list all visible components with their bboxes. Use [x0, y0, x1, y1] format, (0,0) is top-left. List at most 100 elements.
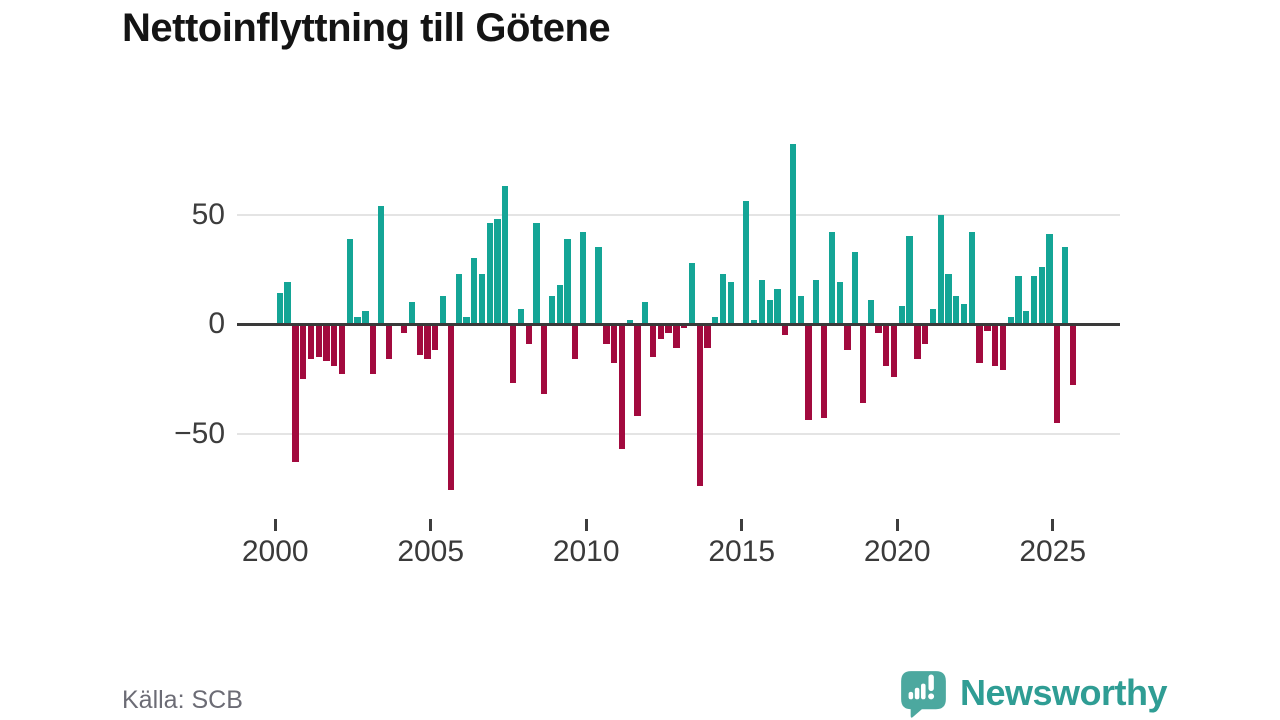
bar-negative: [424, 324, 431, 360]
x-axis-tick-2020: [895, 519, 899, 531]
bar-positive: [789, 144, 797, 324]
bar-negative: [883, 324, 890, 366]
bar-positive: [743, 201, 750, 324]
bar-positive: [455, 273, 462, 324]
bar-positive: [1046, 234, 1053, 324]
bar-positive: [346, 238, 353, 324]
x-axis-label: 2025: [1019, 535, 1087, 568]
bar-positive: [377, 205, 385, 324]
bar-negative: [976, 324, 983, 364]
bar-positive: [276, 293, 283, 324]
bar-negative: [447, 324, 455, 491]
source-attribution: Källa: SCB: [122, 686, 243, 714]
bar-negative: [984, 324, 991, 331]
bar-negative: [696, 324, 703, 487]
bar-positive: [929, 308, 937, 324]
bar-negative: [307, 324, 315, 360]
bar-negative: [541, 324, 548, 395]
bar-positive: [626, 319, 633, 324]
bar-negative: [992, 324, 999, 366]
bar-negative: [572, 324, 579, 360]
newsworthy-speech-bubble-chart-icon: [901, 670, 946, 718]
bar-positive: [533, 223, 540, 324]
bar-negative: [338, 324, 346, 375]
bar-positive: [945, 273, 952, 324]
bar-negative: [673, 324, 680, 349]
x-axis-label: 2015: [708, 535, 776, 568]
bar-negative: [634, 324, 641, 416]
bar-negative: [300, 324, 307, 379]
bar-negative: [603, 324, 610, 344]
bar-negative: [890, 324, 898, 377]
gridline-y--50: [237, 432, 1120, 435]
bar-positive: [595, 247, 602, 324]
bar-negative: [509, 324, 517, 384]
y-axis-label: −50: [174, 416, 225, 450]
bar-positive: [354, 317, 361, 324]
bar-positive: [556, 284, 563, 324]
x-axis-tick-2010: [584, 519, 588, 531]
newsworthy-wordmark: Newsworthy: [960, 672, 1168, 713]
bar-negative: [1054, 324, 1061, 423]
bar-positive: [408, 302, 416, 324]
x-axis-label: 2005: [397, 535, 465, 568]
bar-positive: [502, 186, 509, 324]
bar-negative: [681, 324, 688, 329]
bar-negative: [618, 324, 626, 449]
bar-positive: [836, 282, 843, 324]
bar-positive: [471, 258, 478, 324]
bar-positive: [906, 236, 913, 324]
bar-negative: [525, 324, 532, 344]
bar-positive: [579, 232, 587, 324]
bar-negative: [416, 324, 423, 355]
bar-positive: [463, 317, 470, 324]
bar-positive: [564, 238, 571, 324]
x-axis-label: 2020: [863, 535, 931, 568]
x-axis-label: 2000: [241, 535, 309, 568]
bar-negative: [844, 324, 851, 351]
bar-positive: [758, 280, 766, 324]
bar-positive: [1038, 267, 1045, 324]
bar-positive: [960, 304, 968, 324]
bar-positive: [1023, 310, 1030, 324]
bar-positive: [719, 273, 727, 324]
bar-negative: [922, 324, 929, 344]
bar-positive: [362, 310, 369, 324]
bar-negative: [385, 324, 392, 360]
bar-positive: [494, 218, 501, 324]
bar-positive: [439, 295, 447, 324]
bar-negative: [331, 324, 338, 366]
bar-chart-plot-area: 50 0 −50 2000 2005 2010 2015 2020 2025: [174, 130, 1120, 568]
bar-positive: [1061, 247, 1069, 324]
bar-positive: [750, 319, 758, 324]
bar-positive: [284, 282, 291, 324]
bar-positive: [852, 251, 859, 324]
bar-negative: [914, 324, 921, 360]
bar-negative: [859, 324, 867, 403]
bar-negative: [323, 324, 330, 362]
bar-positive: [727, 282, 734, 324]
bar-negative: [999, 324, 1007, 370]
y-axis-label: 0: [208, 307, 225, 340]
x-axis-tick-2000: [273, 519, 277, 531]
bar-negative: [782, 324, 789, 335]
bar-negative: [704, 324, 711, 349]
bar-negative: [665, 324, 672, 333]
bar-positive: [642, 302, 649, 324]
bar-positive: [953, 295, 960, 324]
bar-positive: [968, 232, 975, 324]
gridline-y-50: [237, 213, 1120, 216]
bar-positive: [1007, 317, 1014, 324]
bar-positive: [828, 232, 836, 324]
bar-positive: [797, 295, 804, 324]
bar-positive: [766, 299, 773, 324]
bar-negative: [370, 324, 377, 375]
bar-negative: [649, 324, 657, 357]
bar-positive: [1030, 275, 1038, 324]
bar-positive: [774, 288, 781, 324]
x-axis-zero-line: [237, 322, 1120, 326]
bar-positive: [478, 273, 486, 324]
x-axis-tick-2025: [1051, 519, 1055, 531]
y-axis-label: 50: [191, 197, 225, 231]
newsworthy-logo: Newsworthy: [897, 666, 1168, 720]
